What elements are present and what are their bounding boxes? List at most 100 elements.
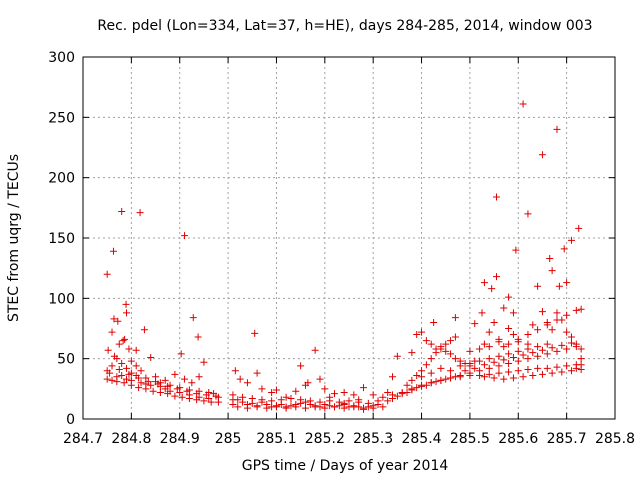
data-point (212, 392, 220, 400)
data-point (188, 379, 196, 387)
data-point (393, 392, 401, 400)
data-point (164, 382, 172, 390)
data-point (447, 350, 455, 358)
data-point (553, 316, 561, 324)
x-tick-label: 285.1 (256, 431, 296, 447)
data-point (125, 345, 133, 353)
data-point (202, 391, 210, 399)
x-tick-label: 284.7 (63, 431, 103, 447)
y-tick-label: 300 (48, 50, 75, 66)
data-point (115, 340, 123, 348)
data-point (553, 363, 561, 371)
data-point (476, 367, 484, 375)
data-point (509, 309, 517, 317)
data-point (154, 380, 162, 388)
data-point (123, 375, 131, 383)
data-point (243, 404, 251, 412)
x-tick-label: 285.4 (401, 431, 441, 447)
data-point (103, 375, 111, 383)
data-point (147, 353, 155, 361)
data-point (480, 279, 488, 287)
data-point (297, 396, 305, 404)
y-axis-label: STEC from uqrg / TECUs (6, 154, 22, 322)
data-point (360, 405, 368, 413)
data-point (142, 385, 150, 393)
data-point (364, 399, 372, 407)
x-tick-label: 285.3 (353, 431, 393, 447)
data-point (113, 355, 121, 363)
data-point (321, 404, 329, 412)
data-point (178, 393, 186, 401)
data-point (553, 347, 561, 355)
data-point (563, 279, 571, 287)
data-point (234, 403, 242, 411)
data-point (553, 309, 561, 317)
data-point (106, 369, 114, 377)
chart-title: Rec. pdel (Lon=334, Lat=37, h=HE), days … (97, 18, 592, 34)
data-point (316, 375, 324, 383)
data-point (408, 385, 416, 393)
data-point (161, 376, 169, 384)
data-point (156, 388, 164, 396)
data-point (505, 293, 513, 301)
data-point (480, 373, 488, 381)
data-point (132, 346, 140, 354)
data-point (142, 374, 150, 382)
data-point (488, 285, 496, 293)
data-point (493, 193, 501, 201)
y-tick-label: 200 (48, 171, 75, 187)
data-point (311, 403, 319, 411)
data-point (577, 345, 585, 353)
data-point (529, 349, 537, 357)
data-point (144, 378, 152, 386)
data-point (123, 364, 131, 372)
data-point (427, 379, 435, 387)
data-point (495, 369, 503, 377)
data-point (384, 397, 392, 405)
data-point (268, 397, 276, 405)
data-point (490, 358, 498, 366)
data-point (287, 402, 295, 410)
data-point (297, 362, 305, 370)
data-point (118, 359, 126, 367)
data-point (330, 403, 338, 411)
data-point (493, 273, 501, 281)
data-point (505, 368, 513, 376)
data-point (418, 367, 426, 375)
data-point (543, 364, 551, 372)
data-point (524, 340, 532, 348)
data-point (495, 352, 503, 360)
y-tick-label: 50 (57, 352, 75, 368)
data-point (442, 375, 450, 383)
data-point (369, 391, 377, 399)
data-point (136, 209, 144, 217)
data-point (534, 364, 542, 372)
data-point (113, 378, 121, 386)
data-point (548, 344, 556, 352)
data-point (485, 355, 493, 363)
data-point (350, 403, 358, 411)
data-point (123, 309, 131, 317)
data-point (577, 355, 585, 363)
data-point (379, 393, 387, 401)
data-point (200, 358, 208, 366)
x-tick-label: 285.7 (547, 431, 587, 447)
data-point (418, 328, 426, 336)
data-point (258, 396, 266, 404)
data-point (189, 314, 197, 322)
data-point (451, 333, 459, 341)
data-point (104, 346, 112, 354)
data-point (567, 236, 575, 244)
data-point (268, 388, 276, 396)
data-point (207, 398, 215, 406)
data-point (173, 385, 181, 393)
data-point (495, 338, 503, 346)
data-point (476, 357, 484, 365)
data-point (480, 361, 488, 369)
x-tick-label: 285 (215, 431, 242, 447)
data-point (490, 374, 498, 382)
y-tick-label: 100 (48, 291, 75, 307)
data-point (478, 309, 486, 317)
data-point (427, 355, 435, 363)
